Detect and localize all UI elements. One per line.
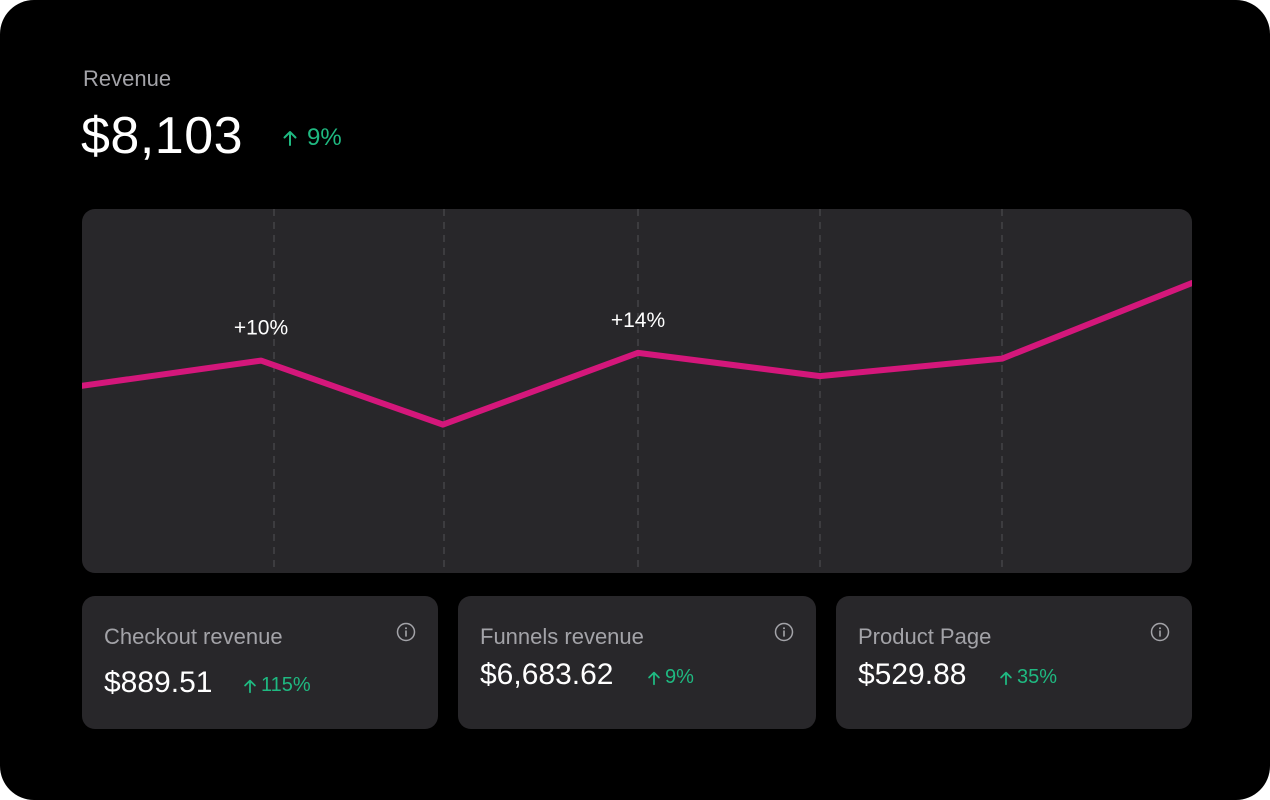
metric-title: Checkout revenue (104, 624, 283, 649)
metric-title: Product Page (858, 624, 992, 649)
revenue-change-value: 9% (307, 124, 342, 151)
metric-change-value: 35% (1017, 666, 1058, 688)
info-icon[interactable] (396, 622, 416, 642)
checkout-revenue-card: Checkout revenue $889.51 115% (82, 596, 438, 729)
revenue-change: 9% (281, 124, 342, 152)
metric-change-value: 115% (261, 674, 311, 696)
funnels-revenue-card: Funnels revenue $6,683.62 9% (458, 596, 816, 729)
revenue-label: Revenue (83, 66, 172, 91)
info-icon[interactable] (1150, 622, 1170, 642)
metric-title: Funnels revenue (480, 624, 644, 649)
metric-change: 115% (242, 674, 311, 697)
info-icon[interactable] (774, 622, 794, 642)
metric-value: $6,683.62 (480, 658, 614, 691)
revenue-chart: +10% +14% (82, 209, 1192, 573)
metric-change: 9% (646, 666, 694, 689)
metric-change-value: 9% (665, 666, 694, 688)
revenue-series-line (82, 280, 1192, 428)
data-label: +10% (234, 317, 288, 340)
revenue-value: $8,103 (81, 107, 244, 165)
metric-value: $529.88 (858, 658, 967, 691)
arrow-up-icon (1000, 671, 1012, 685)
metric-value: $889.51 (104, 666, 213, 699)
revenue-line-chart: +10% +14% (82, 209, 1192, 573)
data-label: +14% (611, 309, 665, 332)
arrow-up-icon (244, 679, 256, 693)
arrow-up-icon (648, 671, 660, 685)
product-page-card: Product Page $529.88 35% (836, 596, 1192, 729)
arrow-up-icon (283, 131, 297, 146)
metric-change: 35% (998, 666, 1057, 689)
